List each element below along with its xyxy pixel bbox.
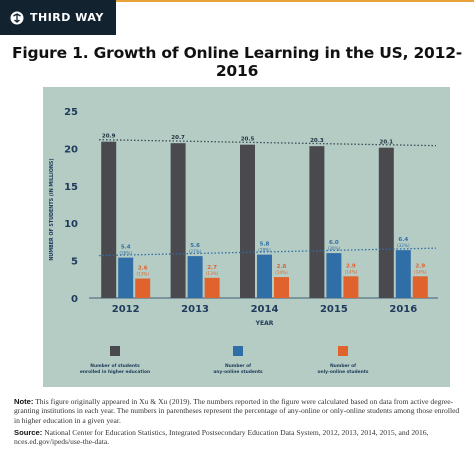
x-tick-label: 2014 — [251, 304, 279, 315]
figure-title: Figure 1. Growth of Online Learning in t… — [11, 44, 463, 80]
data-pct-label: (13%) — [136, 272, 149, 277]
brand-name: THIRD WAY — [30, 11, 104, 24]
bar — [257, 254, 272, 298]
data-label: 2.6 — [138, 266, 148, 272]
data-pct-label: (14%) — [414, 269, 427, 274]
y-tick-label: 25 — [64, 107, 78, 118]
bar — [187, 256, 203, 298]
legend-label: enrolled in higher education — [80, 369, 150, 375]
x-tick-label: 2016 — [389, 304, 417, 315]
data-label: 20.5 — [241, 137, 255, 143]
source-label: Source: — [14, 427, 43, 437]
data-label: 20.1 — [380, 140, 394, 146]
data-pct-label: (13%) — [206, 271, 219, 276]
bar — [240, 144, 255, 298]
note-label: Note: — [14, 397, 34, 406]
data-pct-label: (28%) — [258, 248, 271, 253]
y-tick-label: 5 — [71, 257, 78, 268]
x-axis-label: YEAR — [255, 320, 274, 327]
bar — [274, 277, 289, 298]
data-label: 2.9 — [415, 263, 425, 269]
bar — [170, 143, 186, 298]
data-label: 6.0 — [329, 240, 339, 246]
data-pct-label: (27%) — [189, 249, 202, 254]
data-pct-label: (14%) — [275, 270, 288, 275]
brand-badge: THIRD WAY — [0, 0, 116, 35]
y-tick-label: 20 — [64, 144, 78, 155]
legend-swatch — [338, 346, 348, 356]
third-way-logo-icon — [10, 11, 24, 24]
x-tick-label: 2015 — [320, 304, 348, 315]
legend-label: Number of students — [90, 363, 140, 369]
y-axis-label: NUMBER OF STUDENTS (IN MILLIONS) — [49, 158, 55, 260]
bar — [101, 141, 117, 298]
note-text: This figure originally appeared in Xu & … — [14, 397, 460, 425]
x-tick-label: 2013 — [181, 304, 209, 315]
data-label: 20.9 — [102, 134, 116, 140]
bar — [343, 276, 359, 298]
trend-line — [98, 139, 437, 147]
data-label: 2.9 — [346, 263, 356, 269]
legend-label: only-online students — [318, 369, 369, 375]
legend-swatch — [110, 346, 120, 356]
x-tick-label: 2012 — [112, 304, 140, 315]
bar — [326, 253, 342, 298]
legend-label: Number of — [330, 363, 356, 369]
data-label: 2.7 — [207, 265, 217, 271]
figure-notes: Note: This figure originally appeared in… — [14, 397, 460, 449]
data-label: 20.7 — [171, 135, 185, 141]
bar — [412, 276, 428, 298]
data-label: 5.4 — [121, 245, 131, 251]
data-pct-label: (32%) — [397, 243, 410, 248]
data-label: 2.8 — [277, 264, 287, 270]
note-paragraph: Note: This figure originally appeared in… — [14, 397, 460, 425]
data-label: 5.8 — [260, 242, 270, 248]
source-text: National Center for Education Statistics… — [14, 427, 429, 447]
legend-swatch — [233, 346, 243, 356]
data-label: 20.3 — [310, 138, 324, 144]
chart-svg: 0 5 10 15 20 25 NUMBER OF STUDENTS (IN MILLION… — [49, 107, 438, 375]
data-pct-label: (26%) — [119, 251, 132, 256]
top-accent-rule — [116, 0, 474, 2]
y-tick-label: 10 — [64, 219, 78, 230]
bar — [204, 277, 220, 298]
data-label: 5.6 — [190, 243, 200, 249]
data-pct-label: (30%) — [328, 246, 341, 251]
bar — [378, 147, 394, 298]
source-paragraph: Source: National Center for Education St… — [14, 428, 460, 447]
data-label: 6.4 — [398, 237, 408, 243]
y-tick-label: 15 — [64, 182, 78, 193]
legend-label: any-online students — [213, 369, 263, 375]
chart-panel: 0 5 10 15 20 25 NUMBER OF STUDENTS (IN MILLION… — [43, 87, 450, 387]
data-pct-label: (14%) — [345, 269, 358, 274]
bar — [135, 278, 151, 298]
bar — [309, 146, 325, 298]
bar — [118, 257, 134, 298]
trend-line — [98, 247, 437, 257]
bar — [395, 250, 411, 298]
legend-label: Number of — [225, 363, 251, 369]
y-tick-label: 0 — [71, 294, 78, 305]
